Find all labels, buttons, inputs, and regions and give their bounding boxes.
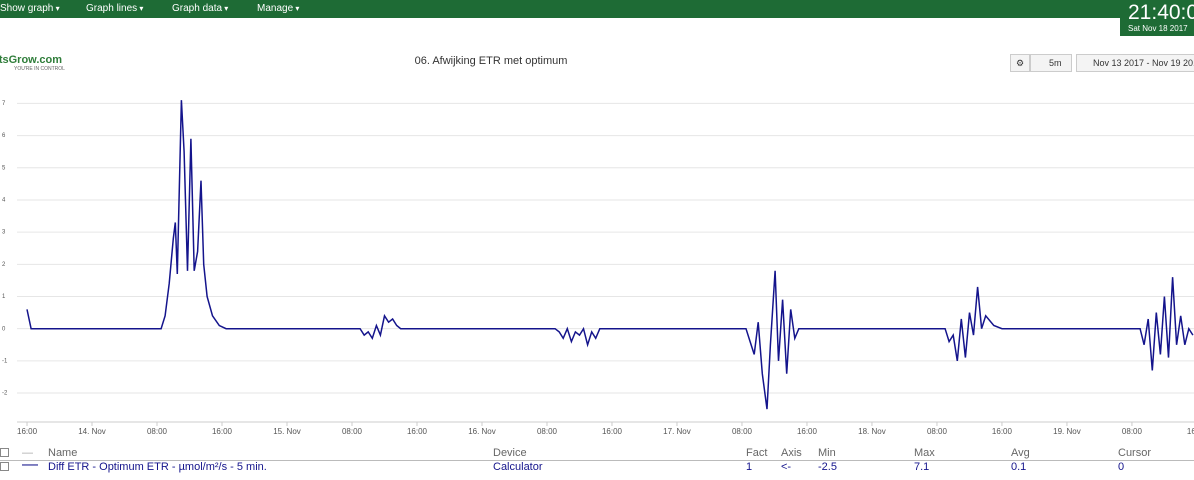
series-line — [26, 100, 1194, 410]
cell: 1 — [746, 461, 753, 473]
x-tick-label: 18. Nov — [858, 427, 886, 436]
y-tick-label: -1 — [2, 358, 8, 364]
x-tick-label: 08:00 — [1122, 427, 1143, 436]
settings-button[interactable]: ⚙ — [1010, 54, 1030, 72]
x-tick-label: 16:00 — [1187, 427, 1194, 436]
date-range[interactable]: Nov 13 2017 - Nov 19 2017 — [1076, 54, 1194, 72]
y-tick-label: 4 — [2, 198, 6, 204]
cell: Calculator — [493, 461, 543, 473]
column-header: Avg — [1011, 447, 1030, 459]
interval-button[interactable]: 5m — [1030, 54, 1072, 72]
menu-item[interactable]: Manage — [257, 3, 299, 14]
x-tick-label: 16:00 — [992, 427, 1013, 436]
column-header: Cursor — [1118, 447, 1152, 459]
cell: 0 — [1118, 461, 1125, 473]
x-tick-label: 08:00 — [927, 427, 948, 436]
y-tick-label: 2 — [2, 262, 6, 268]
column-header: Name — [48, 447, 78, 459]
column-header: Axis — [781, 447, 802, 459]
y-tick-label: 3 — [2, 230, 6, 236]
line-swatch: — — [22, 456, 38, 473]
column-header: Fact — [746, 447, 768, 459]
y-tick-label: 1 — [2, 294, 6, 300]
x-tick-label: 15. Nov — [273, 427, 301, 436]
x-tick-label: 14. Nov — [78, 427, 106, 436]
chart: -2 -1 0 1 2 3 4 5 6 7 16:00 14. Nov 08:00 16:00 15. No… — [2, 100, 1194, 436]
x-tick-label: 16:00 — [17, 427, 38, 436]
x-tick-label: 16. Nov — [468, 427, 496, 436]
cell: <- — [781, 461, 792, 473]
y-tick-label: 6 — [2, 133, 6, 139]
x-tick-label: 16:00 — [797, 427, 818, 436]
x-tick-label: 16:00 — [602, 427, 623, 436]
cell: 0.1 — [1011, 461, 1027, 473]
y-tick-label: -2 — [2, 391, 8, 397]
chart-title: 06. Afwijking ETR met optimum — [414, 55, 568, 67]
line-header: — — [22, 447, 33, 459]
clock-date: Sat Nov 18 2017 — [1128, 24, 1188, 33]
clock-time: 21:40:0 — [1128, 1, 1194, 24]
menu-item[interactable]: Graph lines — [86, 3, 143, 14]
x-tick-label: 16:00 — [212, 427, 233, 436]
menu-bar: Show graph Graph lines Graph data Manage — [0, 0, 1194, 18]
checkbox[interactable] — [0, 448, 9, 457]
x-tick-label: 08:00 — [732, 427, 753, 436]
series-name: Diff ETR - Optimum ETR - µmol/m²/s - 5 m… — [48, 461, 267, 473]
x-tick-label: 08:00 — [537, 427, 558, 436]
row-separator — [0, 460, 1194, 461]
column-header: Device — [493, 447, 527, 459]
y-tick-label: 0 — [2, 326, 6, 332]
logo: LetsGrow.com — [0, 54, 62, 66]
menu-item[interactable]: Graph data — [172, 3, 228, 14]
y-tick-label: 7 — [2, 101, 6, 107]
checkbox[interactable] — [0, 462, 9, 471]
x-tick-label: 19. Nov — [1053, 427, 1081, 436]
y-tick-label: 5 — [2, 165, 6, 171]
cell: -2.5 — [818, 461, 837, 473]
x-tick-label: 16:00 — [407, 427, 428, 436]
x-tick-label: 17. Nov — [663, 427, 691, 436]
x-tick-label: 08:00 — [342, 427, 363, 436]
menu-item[interactable]: Show graph — [0, 3, 60, 14]
column-header: Min — [818, 447, 836, 459]
x-tick-label: 08:00 — [147, 427, 168, 436]
column-header: Max — [914, 447, 935, 459]
logo-tagline: YOU'RE IN CONTROL — [14, 66, 65, 72]
cell: 7.1 — [914, 461, 930, 473]
clock: 21:40:0 Sat Nov 18 2017 — [1120, 0, 1194, 36]
